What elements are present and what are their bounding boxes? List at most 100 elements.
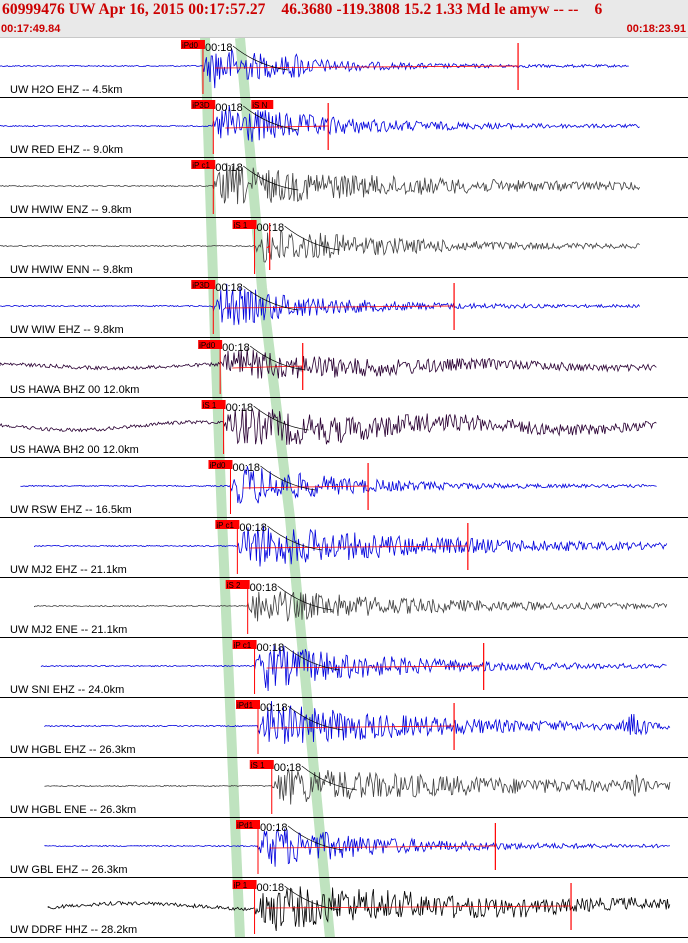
travel-time-curve: [284, 645, 340, 671]
phase-pick-label: iP3D: [192, 281, 210, 290]
trace-row[interactable]: iPd0 00:18 UW RSW EHZ -- 16.5km: [0, 460, 688, 518]
time-tick-label: 00:18: [250, 582, 278, 594]
waveform[interactable]: [44, 828, 670, 867]
s-wave-moveout-band: [235, 37, 335, 939]
time-tick-label: 00:18: [222, 342, 250, 354]
station-label: UW SNI EHZ -- 24.0km: [10, 684, 124, 696]
coda-line: [232, 365, 303, 369]
trace-row[interactable]: iPd1 00:18 UW HGBL EHZ -- 26.3km: [0, 700, 688, 758]
waveform[interactable]: [40, 645, 667, 692]
trace-row[interactable]: iS 1 00:18 UW HWIW ENN -- 9.8km: [0, 220, 688, 278]
travel-time-curve: [232, 45, 289, 71]
waveform[interactable]: [0, 348, 657, 379]
time-tick-label: 00:18: [260, 822, 288, 834]
trace-row[interactable]: iP c1 00:18 UW MJ2 EHZ -- 21.1km: [0, 520, 688, 578]
waveform[interactable]: [34, 525, 668, 567]
phase-pick-box[interactable]: [191, 100, 216, 109]
phase-pick-box[interactable]: [236, 700, 260, 709]
station-label: UW HWIW ENZ -- 9.8km: [10, 204, 132, 216]
station-label: UW RED EHZ -- 9.0km: [10, 144, 123, 156]
station-label: UW HGBL EHZ -- 26.3km: [10, 744, 136, 756]
travel-time-curve: [260, 465, 316, 491]
travel-time-curve: [287, 825, 344, 851]
coda-line: [214, 65, 519, 69]
trace-row[interactable]: iP3D iS N 00:18 UW RED EHZ -- 9.0km: [0, 100, 688, 158]
travel-time-curve: [243, 285, 299, 311]
phase-pick-box[interactable]: [232, 220, 257, 229]
time-tick-label: 00:18: [257, 222, 285, 234]
trace-row[interactable]: iP c1 00:18 UW SNI EHZ -- 24.0km: [0, 640, 688, 698]
trace-row[interactable]: iS 1 00:18 UW HGBL ENE -- 26.3km: [0, 760, 688, 818]
travel-time-curve: [253, 405, 309, 431]
travel-time-curve: [301, 765, 357, 791]
coda-line: [269, 725, 455, 729]
travel-time-curve: [284, 885, 340, 911]
travel-time-curve: [287, 705, 344, 731]
window-start-time: 00:17:49.84: [1, 23, 61, 35]
waveform[interactable]: [0, 229, 640, 263]
s-pick-box[interactable]: [251, 100, 274, 109]
trace-row[interactable]: iP c1 00:18 UW HWIW ENZ -- 9.8km: [0, 160, 688, 218]
phase-pick-label: iP c1: [192, 161, 210, 170]
time-tick-label: 00:18: [215, 102, 243, 114]
trace-row[interactable]: iS 2 00:18 UW MJ2 ENE -- 21.1km: [0, 580, 688, 638]
time-tick-label: 00:18: [215, 162, 243, 174]
waveform[interactable]: [34, 591, 668, 622]
phase-pick-box[interactable]: [191, 280, 216, 289]
phase-pick-box[interactable]: [232, 640, 257, 649]
waveform[interactable]: [20, 466, 657, 504]
waveform[interactable]: [0, 162, 640, 205]
p-wave-moveout-band: [200, 37, 245, 939]
time-tick-label: 00:18: [226, 402, 254, 414]
waveform[interactable]: [0, 48, 629, 89]
coda-line: [269, 845, 496, 849]
waveform[interactable]: [0, 407, 657, 445]
phase-pick-label: iS 1: [234, 221, 248, 230]
phase-pick-box[interactable]: [180, 40, 205, 49]
trace-row[interactable]: iP 1 00:18 UW DDRF HHZ -- 28.2km: [0, 880, 688, 938]
seismogram-canvas[interactable]: iPd0 00:18 UW H2O EHZ -- 4.5km iP3D iS N 00:1…: [0, 37, 688, 939]
waveform[interactable]: [44, 768, 671, 805]
coda-line: [225, 125, 329, 129]
time-tick-label: 00:18: [257, 882, 285, 894]
waveform[interactable]: [0, 283, 640, 326]
phase-pick-box[interactable]: [191, 160, 216, 169]
phase-pick-box[interactable]: [208, 460, 233, 469]
trace-row[interactable]: iS 1 00:18 US HAWA BH2 00 12.0km: [0, 400, 688, 458]
seismogram-panel[interactable]: iPd0 00:18 UW H2O EHZ -- 4.5km iP3D iS N 00:1…: [0, 37, 688, 939]
waveform[interactable]: [44, 700, 671, 744]
travel-time-curve: [267, 525, 323, 551]
phase-pick-box[interactable]: [215, 520, 240, 529]
trace-row[interactable]: iP3D 00:18 UW WIW EHZ -- 9.8km: [0, 280, 688, 338]
phase-pick-box[interactable]: [236, 820, 260, 829]
phase-pick-label: iP 1: [234, 881, 248, 890]
coda-line: [249, 545, 468, 549]
coda-line: [225, 305, 455, 309]
waveform[interactable]: [47, 886, 671, 932]
phase-pick-label: iS 2: [227, 581, 241, 590]
phase-pick-box[interactable]: [232, 880, 257, 889]
phase-pick-label: iP c1: [234, 641, 252, 650]
time-tick-label: 00:18: [215, 282, 243, 294]
phase-pick-box[interactable]: [201, 400, 226, 409]
station-label: UW H2O EHZ -- 4.5km: [10, 84, 122, 96]
coda-line: [266, 905, 572, 909]
time-tick-label: 00:18: [205, 42, 233, 54]
station-label: US HAWA BHZ 00 12.0km: [10, 384, 139, 396]
phase-pick-box[interactable]: [225, 580, 250, 589]
trace-row[interactable]: iPd1 00:18 UW GBL EHZ -- 26.3km: [0, 820, 688, 878]
event-header: 60999476 UW Apr 16, 2015 00:17:57.27 46.…: [0, 0, 688, 38]
trace-row[interactable]: iPd0 00:18 US HAWA BHZ 00 12.0km: [0, 340, 688, 398]
s-pick-label: iS N: [252, 101, 267, 110]
phase-pick-label: iPd1: [237, 701, 254, 710]
phase-pick-label: iP c1: [216, 521, 234, 530]
phase-pick-label: iS 1: [251, 761, 265, 770]
time-tick-label: 00:18: [274, 762, 302, 774]
travel-time-curve: [243, 105, 299, 131]
time-tick-label: 00:18: [257, 642, 285, 654]
phase-pick-box[interactable]: [198, 340, 223, 349]
waveform[interactable]: [0, 105, 640, 142]
phase-pick-box[interactable]: [249, 760, 274, 769]
phase-pick-label: iPd1: [237, 821, 254, 830]
trace-row[interactable]: iPd0 00:18 UW H2O EHZ -- 4.5km: [0, 40, 688, 98]
